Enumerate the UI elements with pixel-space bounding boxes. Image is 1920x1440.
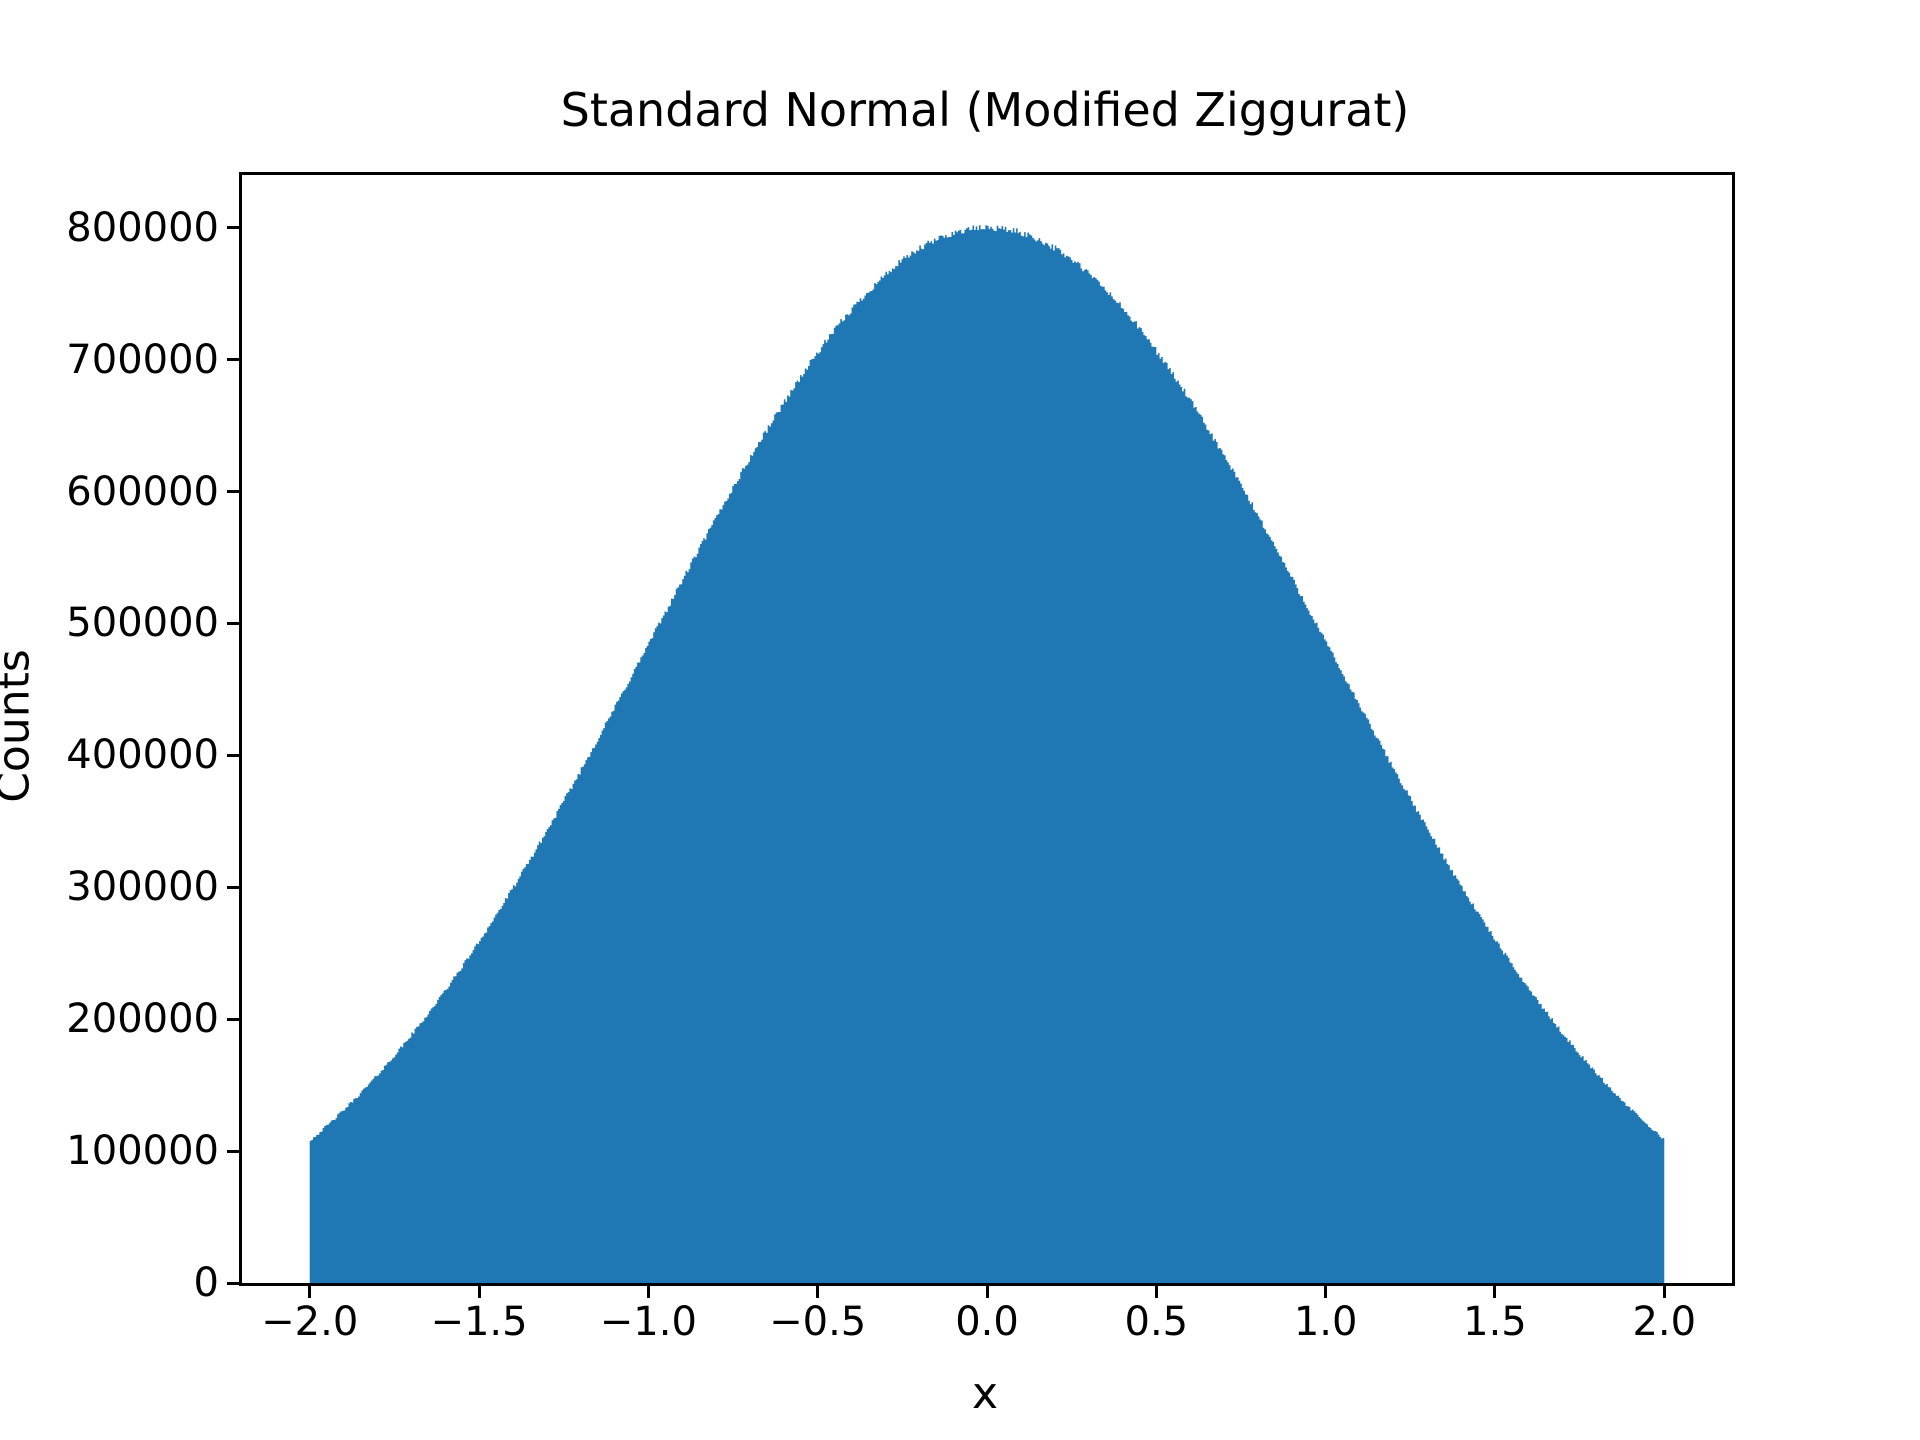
histogram-area (309, 225, 1665, 1283)
x-tick-label: −0.5 (769, 1299, 867, 1345)
y-tick-mark (227, 753, 239, 757)
x-tick-label: 2.0 (1632, 1299, 1697, 1345)
y-tick-mark (227, 621, 239, 625)
x-tick-label: 0.5 (1124, 1299, 1189, 1345)
y-axis-label: Counts (0, 649, 40, 803)
y-tick-mark (227, 490, 239, 494)
y-tick-label: 200000 (66, 996, 219, 1043)
x-tick-mark (985, 1286, 989, 1298)
y-tick-label: 600000 (66, 468, 219, 515)
x-tick-mark (646, 1286, 650, 1298)
x-tick-mark (477, 1286, 481, 1298)
y-tick-label: 0 (193, 1260, 219, 1306)
x-tick-mark (816, 1286, 820, 1298)
y-tick-mark (227, 1017, 239, 1021)
chart-title: Standard Normal (Modified Ziggurat) (560, 83, 1410, 137)
x-tick-mark (1662, 1286, 1666, 1298)
y-tick-mark (227, 885, 239, 889)
x-tick-label: 0.0 (955, 1299, 1019, 1345)
x-axis-label: x (971, 1368, 999, 1419)
histogram-fill (309, 225, 1665, 1283)
y-tick-label: 100000 (66, 1128, 219, 1175)
x-tick-mark (308, 1286, 312, 1298)
x-tick-label: 1.5 (1463, 1299, 1527, 1345)
y-tick-label: 500000 (66, 600, 219, 647)
y-tick-label: 300000 (66, 864, 219, 911)
x-tick-label: −1.5 (430, 1299, 528, 1345)
x-tick-label: −2.0 (261, 1299, 359, 1345)
y-tick-label: 800000 (66, 204, 219, 251)
x-tick-label: 1.0 (1293, 1299, 1358, 1345)
x-tick-mark (1154, 1286, 1158, 1298)
x-tick-mark (1324, 1286, 1328, 1298)
y-tick-mark (227, 1281, 239, 1285)
x-tick-label: −1.0 (599, 1299, 697, 1345)
y-tick-mark (227, 226, 239, 230)
y-tick-label: 400000 (66, 732, 219, 779)
y-tick-mark (227, 1149, 239, 1153)
x-tick-mark (1493, 1286, 1497, 1298)
y-tick-mark (227, 358, 239, 362)
y-tick-label: 700000 (66, 336, 219, 383)
plot-area (239, 172, 1735, 1286)
